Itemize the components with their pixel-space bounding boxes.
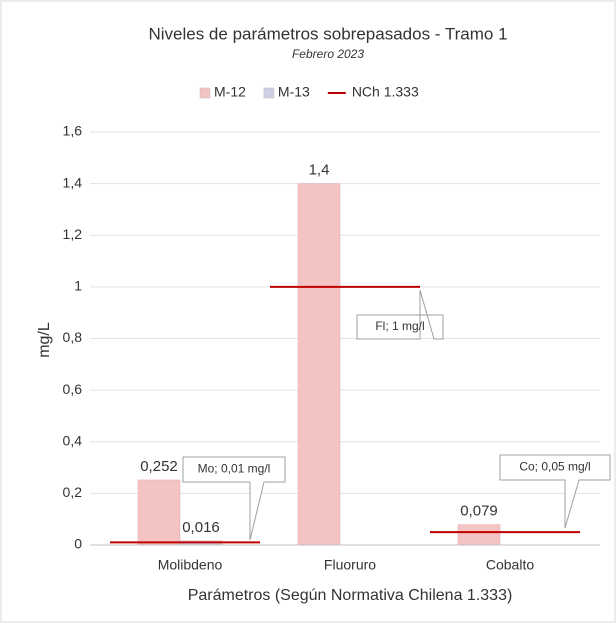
chart-title: Niveles de parámetros sobrepasados - Tra…: [148, 24, 507, 43]
data-label: 0,016: [182, 519, 220, 536]
callout: [182, 456, 286, 541]
callout-text: Co; 0,05 mg/l: [519, 460, 590, 474]
data-label: 0,079: [460, 503, 498, 520]
y-tick-label: 0,2: [63, 484, 83, 500]
y-tick-label: 1,2: [63, 226, 83, 242]
x-tick-label: Fluoruro: [324, 557, 376, 573]
data-label: 1,4: [309, 162, 330, 179]
data-label: 0,252: [140, 458, 178, 475]
y-tick-label: 0: [74, 536, 82, 552]
callout-text: Mo; 0,01 mg/l: [198, 462, 271, 476]
y-tick-label: 0,4: [63, 432, 83, 448]
bar: [137, 479, 181, 546]
bar: [297, 183, 341, 546]
chart-subtitle: Febrero 2023: [292, 47, 364, 61]
bar: [457, 524, 501, 546]
y-tick-label: 0,6: [63, 381, 83, 397]
x-tick-label: Cobalto: [486, 557, 534, 573]
legend-swatch: [263, 87, 275, 99]
y-tick-label: 0,8: [63, 329, 83, 345]
x-tick-label: Molibdeno: [158, 557, 223, 573]
y-tick-label: 1,4: [63, 174, 83, 190]
callout-text: Fl; 1 mg/l: [375, 319, 424, 333]
y-tick-label: 1: [74, 278, 82, 294]
legend-label: M-13: [278, 84, 310, 100]
x-axis-title: Parámetros (Según Normativa Chilena 1.33…: [188, 587, 513, 604]
callout: [356, 289, 444, 340]
legend-label: M-12: [214, 84, 246, 100]
legend-swatch: [199, 87, 211, 99]
callout: [499, 454, 611, 529]
legend-label: NCh 1.333: [352, 84, 419, 100]
y-tick-label: 1,6: [63, 123, 83, 139]
y-axis-title: mg/L: [36, 322, 53, 358]
